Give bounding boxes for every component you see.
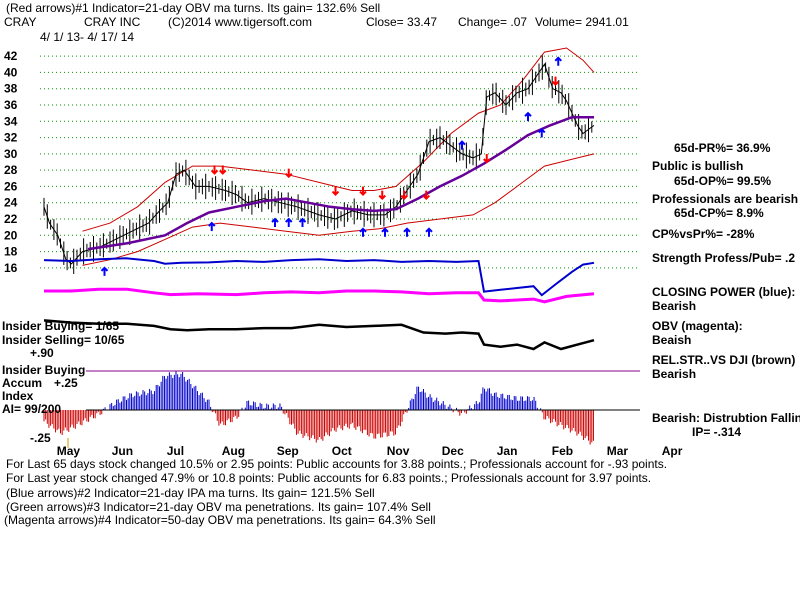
month-label: Dec <box>442 444 464 458</box>
y-tick-label: 16 <box>4 261 18 275</box>
footer-line-5: (Magenta arrows)#4 Indicator=50-day OBV … <box>4 513 436 527</box>
y-tick-labels: 42 40 38 36 34 32 30 28 26 24 22 20 18 16 <box>4 49 18 275</box>
month-label: Nov <box>387 444 410 458</box>
cpvspr-label: CP%vsPr%= -28% <box>652 227 755 241</box>
y-tick-label: 28 <box>4 163 18 177</box>
buy-arrow <box>425 227 433 237</box>
accum-label: Accum <box>2 376 42 390</box>
buy-arrow <box>554 56 562 66</box>
buy-arrow <box>100 266 109 276</box>
sell-arrow <box>422 190 430 201</box>
op-label: 65d-OP%= 99.5% <box>674 174 771 188</box>
y-tick-label: 22 <box>4 212 18 226</box>
upper-band-line <box>82 47 595 232</box>
buy-arrow <box>298 217 307 227</box>
month-label: Apr <box>662 444 683 458</box>
y-tick-label: 18 <box>4 245 18 259</box>
month-label: Jul <box>167 444 184 458</box>
company-name: CRAY INC <box>84 15 141 29</box>
y-tick-label: 34 <box>4 114 18 128</box>
buy-arrow <box>458 140 466 150</box>
strength-label: Strength Profess/Pub= .2 <box>652 251 795 265</box>
month-label: Aug <box>222 444 245 458</box>
buy-arrow <box>359 227 367 237</box>
copyright: (C)2014 www.tigersoft.com <box>168 15 312 29</box>
footer-line-4: (Green arrows)#3 Indicator=21-day OBV ma… <box>6 500 431 514</box>
y-tick-label: 20 <box>4 228 18 242</box>
month-label: Sep <box>277 444 299 458</box>
y-tick-label: 30 <box>4 147 18 161</box>
sell-arrow <box>210 165 219 175</box>
price-bars <box>43 55 593 274</box>
sell-arrow <box>400 190 408 201</box>
y-tick-label: 24 <box>4 196 18 210</box>
relative-strength-line <box>43 319 595 351</box>
moving-average-line <box>87 115 594 251</box>
plus90-label: +.90 <box>30 346 54 360</box>
volume-value: Volume= 2941.01 <box>535 15 629 29</box>
relstr-label: REL.STR..VS DJI (brown) <box>652 353 795 367</box>
cp-label: 65d-CP%= 8.9% <box>674 206 764 220</box>
ip-label: IP= -.314 <box>692 425 741 439</box>
buy-arrow <box>285 217 293 227</box>
closing-power-state: Bearish <box>652 299 696 313</box>
ai-label: AI= 99/200 <box>2 402 61 416</box>
public-label: Public is bullish <box>652 159 743 173</box>
pr-label: 65d-PR%= 36.9% <box>674 141 771 155</box>
footer-line-2: For Last year stock changed 47.9% or 10.… <box>6 471 651 485</box>
obv-line <box>44 287 595 304</box>
buy-arrow <box>381 227 389 237</box>
footer-line-3: (Blue arrows)#2 Indicator=21-day IPA ma … <box>6 486 375 500</box>
sell-arrow <box>219 165 227 175</box>
closing-power-line <box>43 257 595 297</box>
footer-line-1: For Last 65 days stock changed 10.5% or … <box>6 457 667 471</box>
sell-arrow <box>359 186 367 196</box>
month-labels: May Jun Jul Aug Sep Oct Nov Dec Jan Feb Mar Apr <box>57 444 683 458</box>
insider-selling-label: Insider Selling= 10/65 <box>2 333 125 347</box>
date-range: 4/ 1/ 13- 4/ 17/ 14 <box>40 30 134 44</box>
buy-arrow <box>271 217 279 227</box>
buy-arrow <box>208 221 216 232</box>
y-tick-label: 42 <box>4 49 18 63</box>
price-line <box>43 63 595 265</box>
obv-state: Beaish <box>652 333 691 347</box>
lower-band-line <box>82 153 595 266</box>
accumulation-histogram <box>43 371 594 445</box>
plus25-label: +.25 <box>54 376 78 390</box>
month-label: Oct <box>332 444 352 458</box>
sell-arrow <box>285 168 293 179</box>
sell-arrow <box>378 190 386 201</box>
month-label: May <box>57 444 81 458</box>
sell-arrow <box>551 76 560 87</box>
closing-power-label: CLOSING POWER (blue): <box>652 285 795 299</box>
y-tick-label: 32 <box>4 131 18 145</box>
signal-arrows <box>100 56 562 276</box>
minus25-label: -.25 <box>30 431 51 445</box>
y-tick-label: 36 <box>4 98 18 112</box>
indicator-1-line: (Red arrows)#1 Indicator=21-day OBV ma t… <box>6 1 380 15</box>
accum-state-label: Bearish: Distrubtion Falling <box>652 411 800 425</box>
y-tick-label: 40 <box>4 65 18 79</box>
insider-buying-label-2: Insider Buying <box>2 363 85 377</box>
symbol: CRAY <box>4 15 36 29</box>
pros-label: Professionals are bearish <box>652 192 798 206</box>
sell-arrow <box>331 186 340 196</box>
close-value: Close= 33.47 <box>366 15 437 29</box>
obv-label: OBV (magenta): <box>652 319 743 333</box>
y-tick-label: 26 <box>4 179 18 193</box>
insider-buying-label: Insider Buying= 1/65 <box>2 319 119 333</box>
relstr-state: Bearish <box>652 367 696 381</box>
buy-arrow <box>538 128 546 138</box>
month-label: Jun <box>112 444 133 458</box>
month-label: Mar <box>607 444 629 458</box>
buy-arrow <box>403 227 411 237</box>
change-value: Change= .07 <box>458 15 527 29</box>
month-label: Jan <box>497 444 518 458</box>
y-tick-label: 38 <box>4 82 18 96</box>
month-label: Feb <box>552 444 573 458</box>
index-label: Index <box>2 389 34 403</box>
sell-arrow <box>483 154 491 164</box>
buy-arrow <box>524 111 532 122</box>
